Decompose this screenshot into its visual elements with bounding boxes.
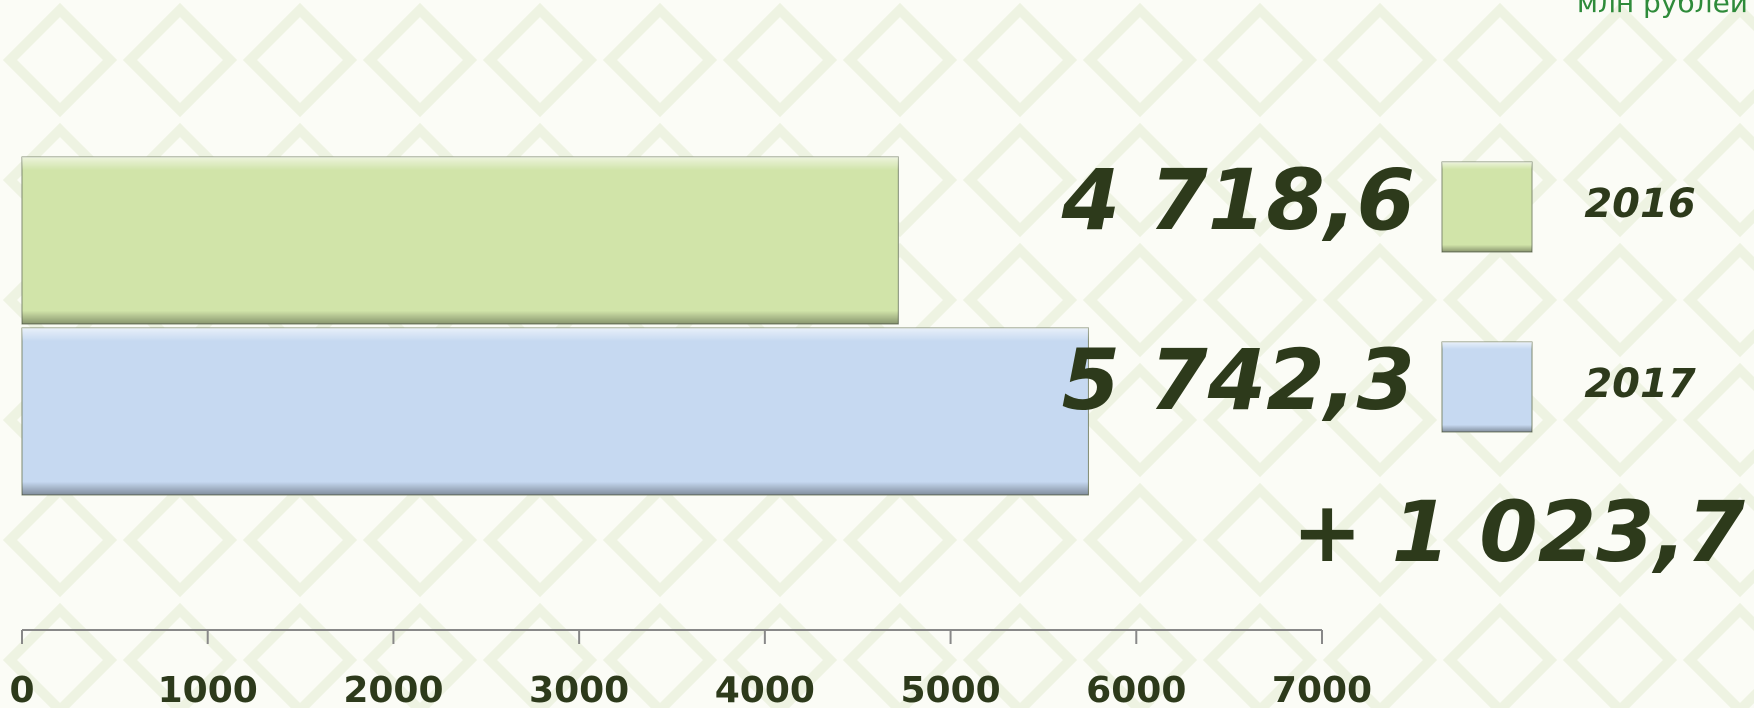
x-tick-label: 0	[9, 670, 34, 708]
x-tick-label: 2000	[343, 670, 443, 708]
bar-shade	[22, 157, 898, 324]
value-label: 4 718,6	[1061, 151, 1415, 249]
x-tick-label: 4000	[715, 670, 815, 708]
x-tick-label: 5000	[900, 670, 1000, 708]
legend-label: 2017	[1584, 361, 1695, 407]
value-label: 5 742,3	[1062, 331, 1415, 429]
unit-label: млн рублей	[1577, 0, 1748, 19]
legend-label: 2016	[1584, 181, 1695, 227]
legend-swatch-shade	[1442, 342, 1532, 432]
x-tick-label: 1000	[158, 670, 258, 708]
chart: млн рублей + 1 023,7 0 1000 2000 3000 4000 50…	[0, 0, 1754, 708]
x-tick-label: 6000	[1086, 670, 1186, 708]
x-tick-label: 7000	[1272, 670, 1372, 708]
x-tick-label: 3000	[529, 670, 629, 708]
bar-shade	[22, 328, 1088, 495]
difference-annotation: + 1 023,7	[1292, 483, 1746, 581]
legend-swatch-shade	[1442, 162, 1532, 252]
